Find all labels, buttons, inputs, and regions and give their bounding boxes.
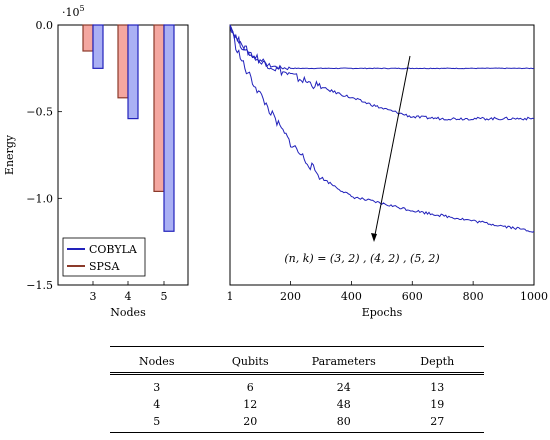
annotation-arrow [373, 55, 411, 241]
table-cell: 13 [430, 380, 445, 394]
table-row: 4 12 48 19 [110, 396, 484, 413]
figure: 0.0 −0.5 −1.0 −1.5 3 4 5 ·105 Energy Nodes CO… [3, 4, 548, 319]
line-x-tick-label: 1 [227, 290, 234, 303]
bar-y-axis-label: Energy [3, 134, 16, 175]
bar-y-ticks: 0.0 −0.5 −1.0 −1.5 [26, 19, 62, 292]
bar-spsa-4 [117, 24, 129, 99]
bar-x-tick-label: 5 [161, 290, 168, 303]
line-x-axis-label: Epochs [362, 306, 403, 319]
table-cell: 80 [297, 413, 391, 433]
table-cell: 20 [203, 413, 297, 433]
bar-x-tick-label: 4 [125, 290, 132, 303]
bar-multiplier: ·105 [62, 4, 85, 19]
line-series-2 [229, 24, 535, 233]
line-x-tick-label: 1000 [520, 290, 548, 303]
line-x-tick-label: 600 [402, 290, 423, 303]
line-x-ticks: 1 200 400 600 800 1000 [227, 281, 548, 303]
bar-legend-label-spsa: SPSA [89, 260, 120, 273]
bar-cobyla-3 [92, 24, 104, 69]
stats-table: Nodes Qubits Parameters Depth 3 6 24 13 … [110, 346, 484, 433]
bar-legend: COBYLA SPSA [62, 237, 146, 277]
header-parameters: Parameters [297, 346, 391, 375]
bar-y-tick-label: −0.5 [26, 106, 53, 119]
line-series [229, 24, 535, 233]
bar-y-tick-label: 0.0 [36, 19, 54, 32]
table-header-row: Nodes Qubits Parameters Depth [110, 346, 484, 375]
bar-legend-label-cobyla: COBYLA [89, 243, 138, 256]
line-x-tick-label: 200 [280, 290, 301, 303]
table-cell: 27 [390, 413, 484, 433]
table-cell: 4 [153, 398, 161, 411]
bar-cobyla-5 [163, 24, 175, 232]
table-row: 5 20 80 27 [110, 413, 484, 433]
line-series-0 [229, 24, 535, 71]
annotation-arrowhead [371, 233, 377, 242]
bar-bars [82, 24, 175, 232]
header-qubits: Qubits [203, 346, 297, 375]
bar-y-tick-label: −1.0 [26, 192, 53, 205]
bar-multiplier-exponent: 5 [80, 4, 85, 13]
bar-spsa-5 [153, 24, 165, 192]
table-cell: 5 [110, 413, 204, 433]
table-cell: 12 [243, 398, 258, 411]
bar-legend-box [62, 237, 146, 277]
line-chart-frame [229, 24, 535, 286]
bar-cobyla-4 [127, 24, 139, 120]
bar-chart: 0.0 −0.5 −1.0 −1.5 3 4 5 ·105 Energy Nodes CO… [3, 4, 189, 319]
table-cell: 48 [336, 398, 351, 411]
table-row: 3 6 24 13 [110, 374, 484, 397]
bar-x-ticks: 3 4 5 [90, 281, 168, 303]
table-cell: 6 [246, 380, 254, 394]
bar-spsa-3 [82, 24, 94, 52]
line-x-tick-label: 800 [463, 290, 484, 303]
bar-y-tick-label: −1.5 [26, 279, 53, 292]
bar-x-tick-label: 3 [90, 290, 97, 303]
line-series-1 [229, 28, 535, 121]
line-chart: 1 200 400 600 800 1000 (n, k) = (3, 2) , (4, … [227, 24, 548, 319]
bar-x-axis-label: Nodes [110, 306, 146, 319]
line-x-tick-label: 400 [341, 290, 362, 303]
table-cell: 24 [336, 380, 351, 394]
table-cell: 19 [430, 398, 445, 411]
annotation-label: (n, k) = (3, 2) , (4, 2) , (5, 2) [284, 252, 439, 265]
header-depth: Depth [390, 346, 484, 375]
table-cell: 3 [153, 380, 161, 394]
header-nodes: Nodes [110, 346, 204, 375]
